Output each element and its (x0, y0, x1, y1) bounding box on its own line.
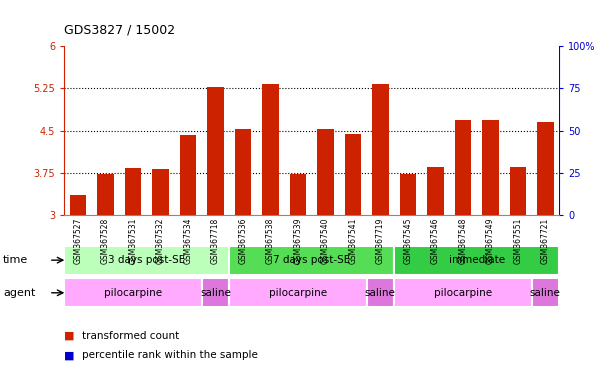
Point (321, 84, 331, 90)
Bar (202, 278, 229, 307)
Bar (229, 246, 394, 275)
Text: time: time (3, 255, 28, 265)
Bar (125, 168, 141, 215)
Point (541, 82, 551, 88)
Bar (372, 84, 389, 215)
Bar (345, 134, 361, 215)
Text: ■: ■ (64, 350, 75, 360)
Point (266, 73, 276, 79)
Text: pilocarpine: pilocarpine (104, 288, 162, 298)
Point (238, 84, 248, 90)
Point (348, 84, 358, 90)
Point (100, 90, 111, 96)
Point (458, 78, 468, 84)
Bar (455, 121, 471, 215)
Bar (229, 278, 367, 307)
Bar (400, 174, 416, 215)
Bar (64, 278, 202, 307)
Bar (427, 167, 444, 215)
Text: pilocarpine: pilocarpine (434, 288, 492, 298)
Text: GDS3827 / 15002: GDS3827 / 15002 (64, 23, 175, 36)
Bar (482, 121, 499, 215)
Bar (180, 135, 196, 215)
Bar (64, 246, 229, 275)
Text: saline: saline (530, 288, 561, 298)
Bar (317, 129, 334, 215)
Text: transformed count: transformed count (82, 331, 180, 341)
Point (293, 87, 303, 93)
Point (431, 87, 441, 93)
Bar (537, 122, 554, 215)
Bar (394, 278, 532, 307)
Bar (70, 195, 86, 215)
Bar (152, 169, 169, 215)
Point (513, 87, 523, 93)
Bar (290, 174, 306, 215)
Bar (207, 87, 224, 215)
Bar (262, 84, 279, 215)
Text: saline: saline (200, 288, 231, 298)
Text: percentile rank within the sample: percentile rank within the sample (82, 350, 258, 360)
Text: ■: ■ (64, 331, 75, 341)
Text: 3 days post-SE: 3 days post-SE (108, 255, 185, 265)
Bar (235, 129, 251, 215)
Text: 7 days post-SE: 7 days post-SE (273, 255, 350, 265)
Point (210, 77, 221, 83)
Point (486, 78, 496, 84)
Point (156, 90, 166, 96)
Point (376, 84, 386, 90)
Text: immediate: immediate (448, 255, 505, 265)
Bar (367, 278, 394, 307)
Text: agent: agent (3, 288, 35, 298)
Bar (97, 174, 114, 215)
Bar (510, 167, 526, 215)
Bar (532, 278, 559, 307)
Bar (394, 246, 559, 275)
Point (73, 94, 83, 100)
Point (128, 89, 138, 95)
Text: saline: saline (365, 288, 396, 298)
Point (403, 89, 413, 95)
Text: pilocarpine: pilocarpine (269, 288, 327, 298)
Point (183, 87, 193, 93)
